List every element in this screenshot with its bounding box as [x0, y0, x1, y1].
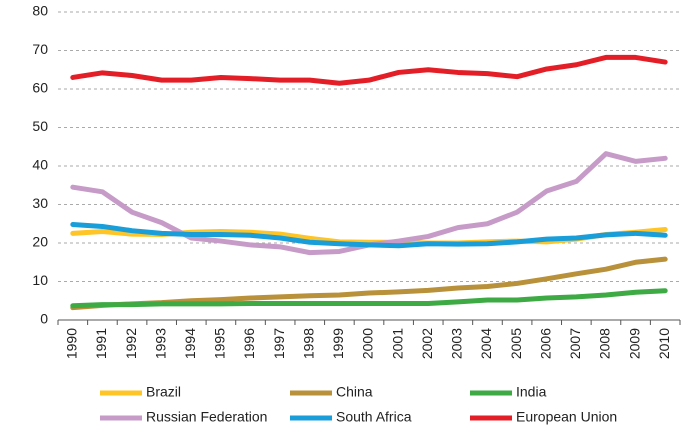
x-tick-label: 2001 — [389, 328, 405, 359]
x-tick-label: 1999 — [330, 328, 346, 359]
y-tick-label: 20 — [32, 234, 48, 250]
x-tick-label: 2005 — [508, 328, 524, 359]
x-tick-label: 1996 — [241, 328, 257, 359]
x-tick-label: 1993 — [152, 328, 168, 359]
x-tick-label: 2008 — [597, 328, 613, 359]
y-tick-label: 60 — [32, 80, 48, 96]
x-tick-label: 2006 — [537, 328, 553, 359]
y-tick-label: 80 — [32, 3, 48, 19]
series-line — [70, 256, 668, 311]
y-tick-label: 40 — [32, 157, 48, 173]
y-tick-label: 50 — [32, 118, 48, 134]
x-tick-label: 1991 — [93, 328, 109, 359]
x-tick-label: 2007 — [567, 328, 583, 359]
y-tick-label: 70 — [32, 41, 48, 57]
legend-label: India — [516, 384, 547, 400]
x-tick-label: 1992 — [123, 328, 139, 359]
legend-label: Brazil — [146, 384, 181, 400]
x-tick-label: 1997 — [271, 328, 287, 359]
x-tick-label: 1998 — [300, 328, 316, 359]
series-line — [70, 222, 668, 249]
x-tick-label: 1995 — [212, 328, 228, 359]
legend-label: China — [336, 384, 373, 400]
legend-label: European Union — [516, 409, 617, 425]
legend-label: South Africa — [336, 409, 412, 425]
x-tick-label: 2004 — [478, 328, 494, 359]
legend-label: Russian Federation — [146, 409, 267, 425]
x-tick-label: 2003 — [449, 328, 465, 359]
y-tick-label: 10 — [32, 272, 48, 288]
x-tick-label: 2009 — [626, 328, 642, 359]
y-tick-label: 0 — [40, 311, 48, 327]
x-tick-label: 2000 — [360, 328, 376, 359]
series-line — [70, 54, 668, 86]
x-tick-label: 2002 — [419, 328, 435, 359]
x-tick-label: 2010 — [656, 328, 672, 359]
x-tick-label: 1990 — [64, 328, 80, 359]
y-tick-label: 30 — [32, 195, 48, 211]
series-line — [70, 288, 668, 309]
x-tick-label: 1994 — [182, 328, 198, 359]
